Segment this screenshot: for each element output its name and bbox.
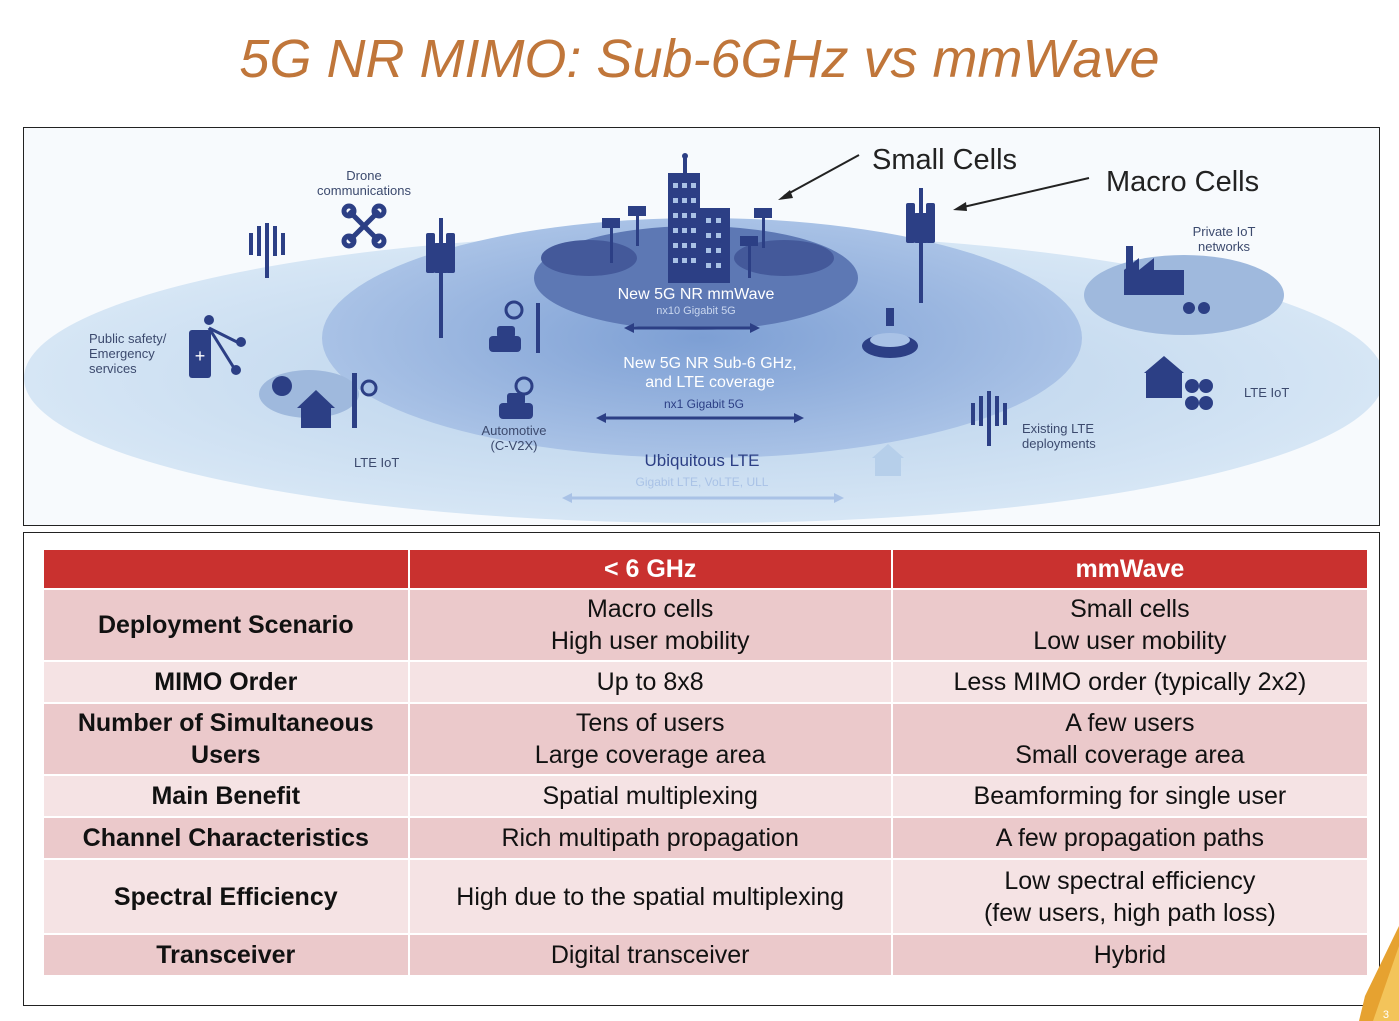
sub6-cell: High due to the spatial multiplexing — [409, 860, 891, 933]
table-row: MIMO Order Up to 8x8 Less MIMO order (ty… — [44, 662, 1367, 702]
sub6-cell: Macro cells High user mobility — [409, 590, 891, 660]
page-number: 3 — [1382, 1009, 1389, 1021]
mmwave-cell: Less MIMO order (typically 2x2) — [892, 662, 1367, 702]
existing-lte-label: Existing LTE — [1022, 421, 1094, 436]
row-label: Number of Simultaneous Users — [44, 704, 408, 774]
table-row: Main Benefit Spatial multiplexing Beamfo… — [44, 776, 1367, 816]
house-icon — [272, 373, 378, 428]
car-icon — [489, 300, 540, 419]
mmwave-cell: Small cells Low user mobility — [892, 590, 1367, 660]
ubiquitous-zone-sublabel: Gigabit LTE, VoLTE, ULL — [636, 475, 769, 489]
comparison-table-frame: < 6 GHz mmWave Deployment Scenario Macro… — [23, 532, 1380, 1006]
barn-icon — [1144, 356, 1213, 410]
faded-house-icon — [872, 444, 904, 476]
public-safety-label: Public safety/ — [89, 331, 167, 346]
drone-label-2: communications — [317, 183, 411, 198]
public-safety-label-3: services — [89, 361, 137, 376]
mmwave-cell: Low spectral efficiency (few users, high … — [892, 860, 1367, 933]
antenna-icon — [249, 223, 1007, 446]
comparison-table: < 6 GHz mmWave Deployment Scenario Macro… — [42, 548, 1369, 977]
stadium-icon — [862, 308, 918, 358]
mmwave-zone-sublabel: nx10 Gigabit 5G — [656, 305, 736, 317]
mmwave-cell: Hybrid — [892, 935, 1367, 975]
slide-title: 5G NR MIMO: Sub-6GHz vs mmWave — [239, 29, 1160, 89]
public-safety-icon: + — [189, 315, 246, 378]
sub6-cell: Spatial multiplexing — [409, 776, 891, 816]
ubiquitous-zone-label: Ubiquitous LTE — [645, 451, 760, 470]
drone-icon — [341, 203, 387, 249]
small-cell-icon — [602, 206, 772, 278]
lte-iot-right-label: LTE IoT — [1244, 385, 1289, 400]
row-label: Spectral Efficiency — [44, 860, 408, 933]
sub6-cell: Up to 8x8 — [409, 662, 891, 702]
row-label: Deployment Scenario — [44, 590, 408, 660]
small-cell-zone-2 — [734, 240, 834, 276]
header-mmwave: mmWave — [892, 550, 1367, 588]
sub6-zone-sublabel: nx1 Gigabit 5G — [664, 397, 744, 411]
factory-icon — [1124, 246, 1210, 314]
row-label: Transceiver — [44, 935, 408, 975]
private-iot-label: Private IoT — [1193, 224, 1256, 239]
table-row: Transceiver Digital transceiver Hybrid — [44, 935, 1367, 975]
sub6-cell: Tens of users Large coverage area — [409, 704, 891, 774]
private-iot-label-2: networks — [1198, 239, 1251, 254]
table-row: Number of Simultaneous Users Tens of use… — [44, 704, 1367, 774]
mmwave-cell: A few propagation paths — [892, 818, 1367, 858]
table-row: Deployment Scenario Macro cells High user… — [44, 590, 1367, 660]
small-cells-callout: Small Cells — [872, 144, 1017, 176]
mmwave-cell: Beamforming for single user — [892, 776, 1367, 816]
automotive-label: Automotive — [481, 423, 546, 438]
sub6-cell: Digital transceiver — [409, 935, 891, 975]
sub6-cell: Rich multipath propagation — [409, 818, 891, 858]
callout-arrows — [778, 154, 1090, 211]
macro-cells-callout: Macro Cells — [1106, 166, 1259, 198]
coverage-diagram: + — [23, 127, 1380, 526]
row-label: Channel Characteristics — [44, 818, 408, 858]
sub6-zone-label-2: and LTE coverage — [645, 374, 775, 391]
table-row: Channel Characteristics Rich multipath p… — [44, 818, 1367, 858]
header-empty — [44, 550, 408, 588]
public-safety-label-2: Emergency — [89, 346, 155, 361]
header-sub6: < 6 GHz — [409, 550, 891, 588]
macro-cell-tower-icon — [426, 188, 935, 338]
table-row: Spectral Efficiency High due to the spat… — [44, 860, 1367, 933]
table-header-row: < 6 GHz mmWave — [44, 550, 1367, 588]
small-cell-zone-1 — [541, 240, 637, 276]
svg-text:+: + — [195, 346, 206, 366]
corner-decoration — [1359, 926, 1399, 1021]
sub6-zone-label: New 5G NR Sub-6 GHz, — [623, 355, 796, 372]
mmwave-cell: A few users Small coverage area — [892, 704, 1367, 774]
range-arrows — [596, 323, 804, 423]
mmwave-zone-label: New 5G NR mmWave — [618, 286, 775, 303]
lte-iot-left-label: LTE IoT — [354, 455, 399, 470]
row-label: MIMO Order — [44, 662, 408, 702]
coverage-diagram-svg: + — [24, 144, 1379, 523]
existing-lte-label-2: deployments — [1022, 436, 1096, 451]
row-label: Main Benefit — [44, 776, 408, 816]
drone-label: Drone — [346, 168, 381, 183]
automotive-label-2: (C-V2X) — [491, 438, 538, 453]
